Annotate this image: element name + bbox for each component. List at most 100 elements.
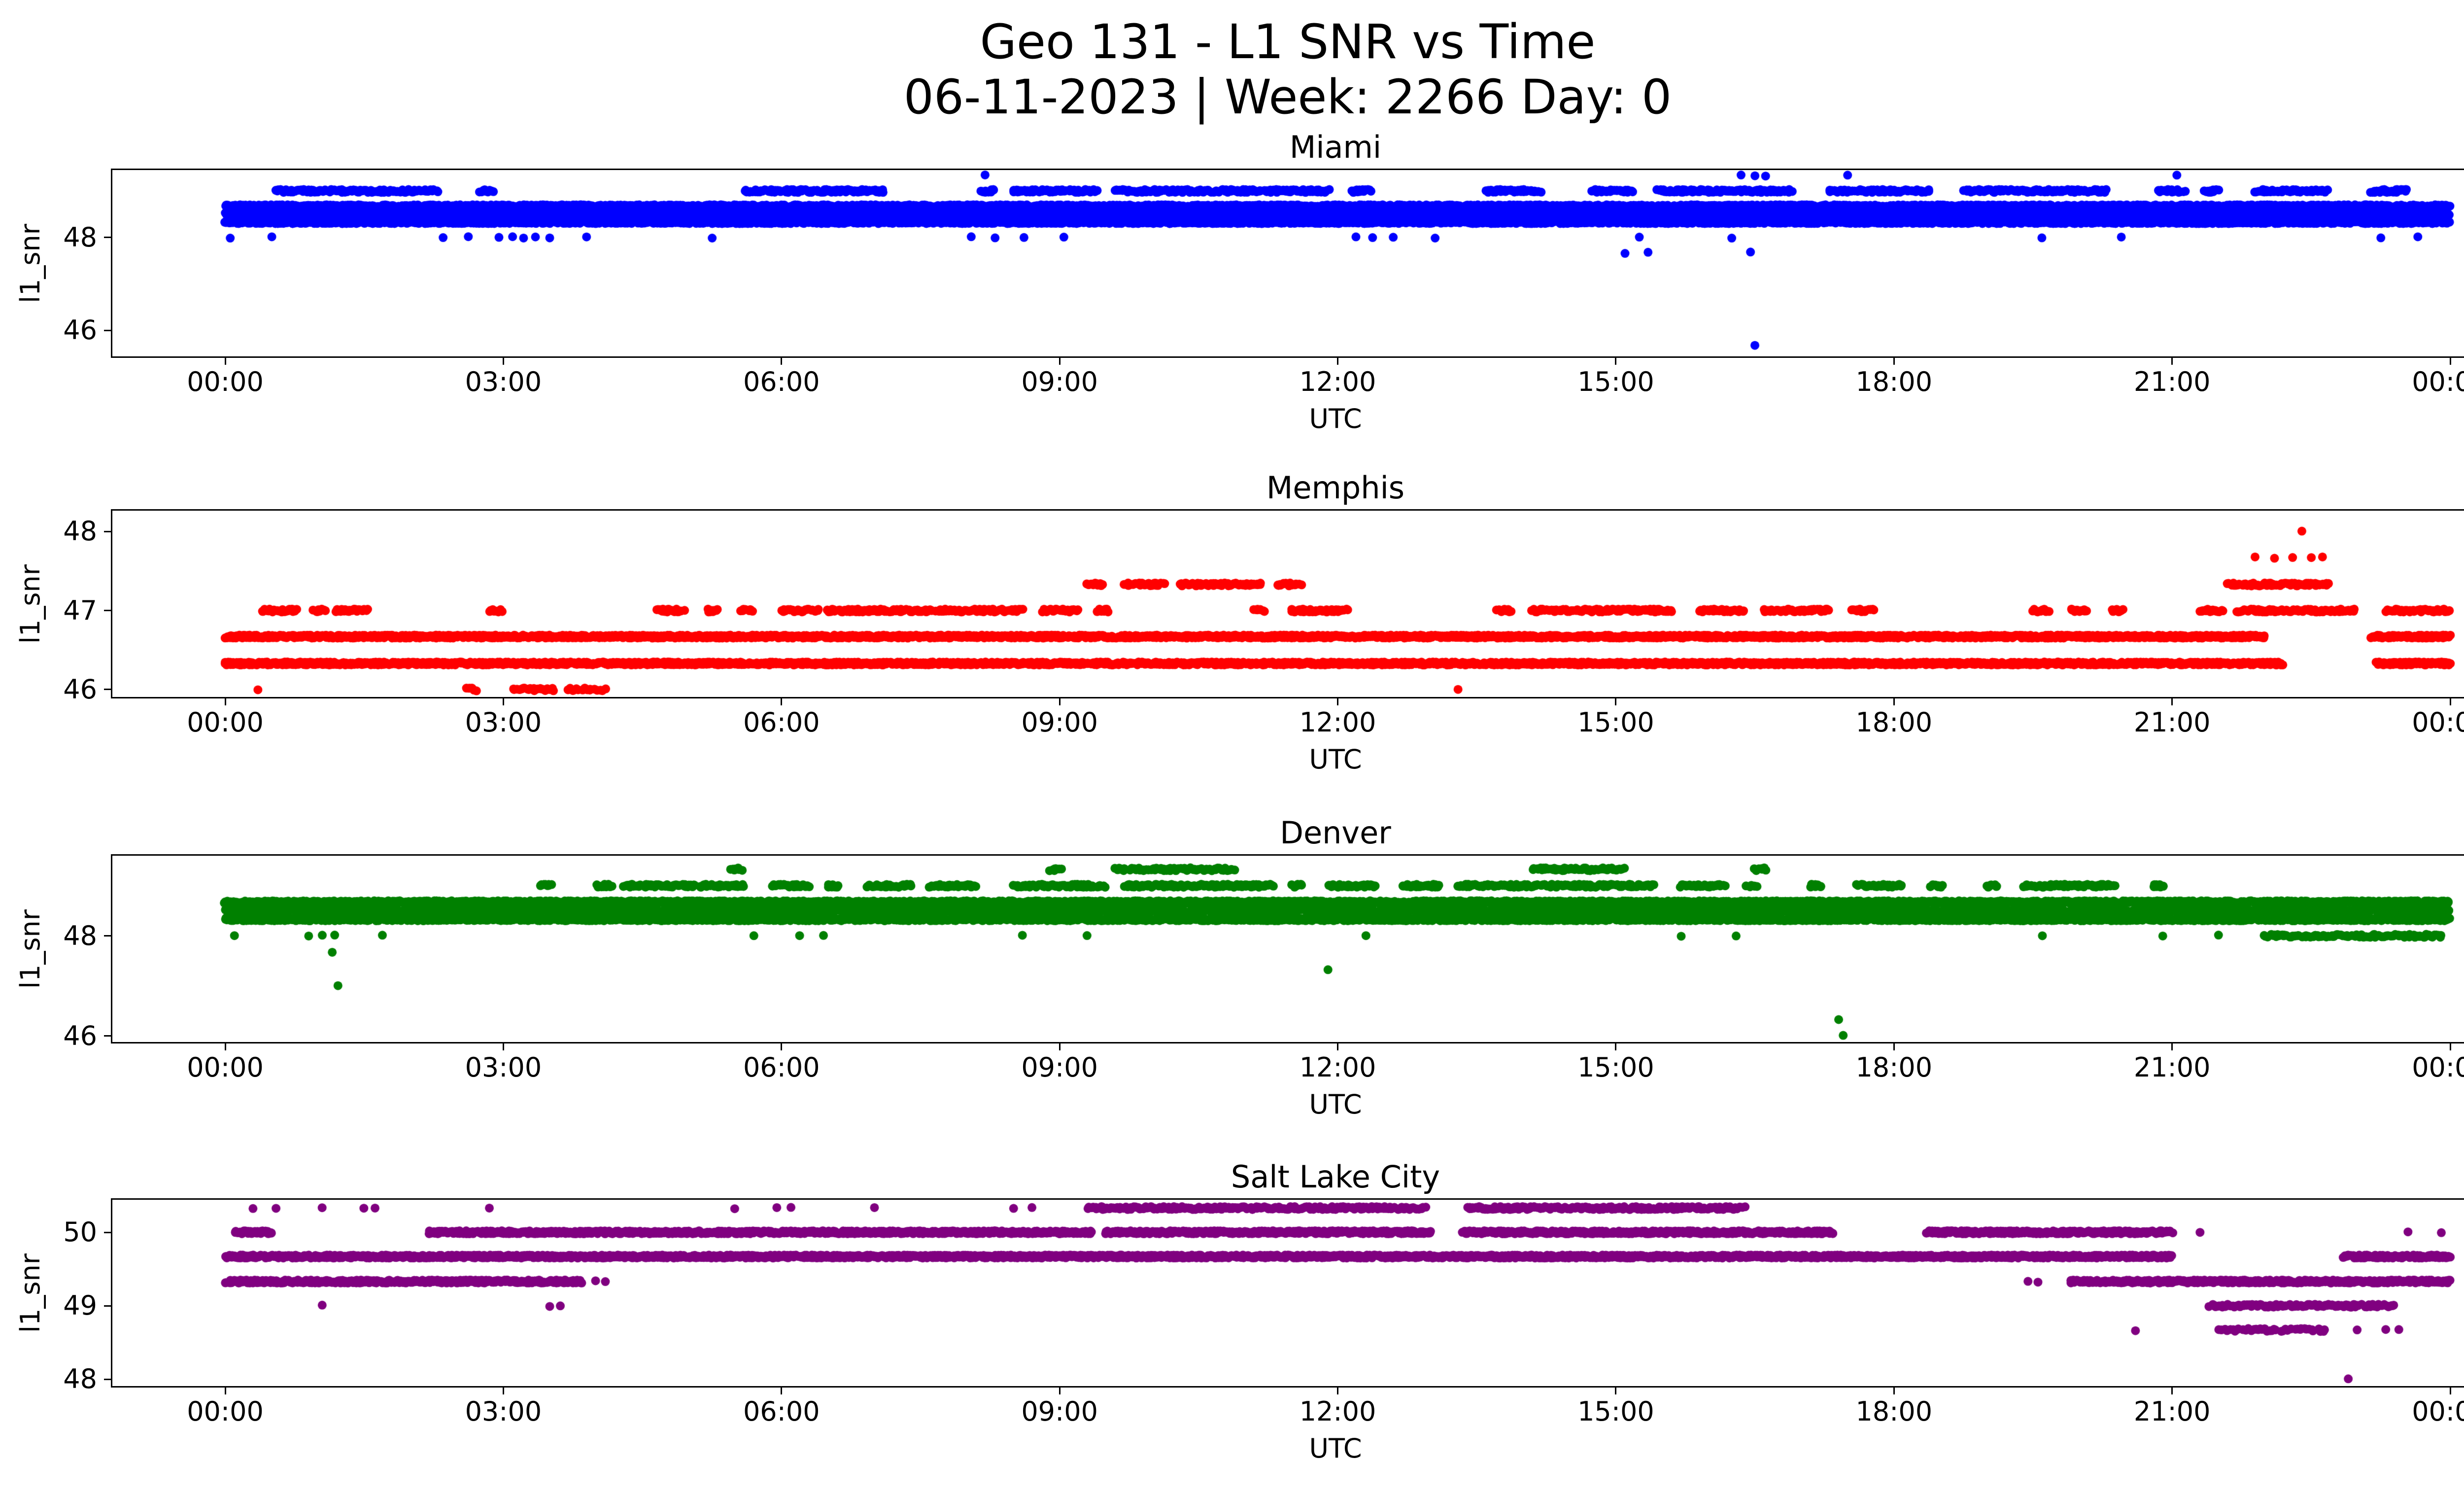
x-tick-mark <box>502 1388 504 1394</box>
x-tick-label: 06:00 <box>743 1396 820 1427</box>
x-tick-label: 18:00 <box>1855 707 1933 738</box>
x-tick-mark <box>502 698 504 705</box>
x-tick-label: 12:00 <box>1299 1396 1376 1427</box>
x-tick-label: 00:00 <box>187 1396 264 1427</box>
x-tick-label: 00:00 <box>2412 707 2464 738</box>
x-tick-mark <box>1337 698 1338 705</box>
x-tick-label: 18:00 <box>1855 366 1933 397</box>
x-tick-label: 09:00 <box>1021 1396 1098 1427</box>
x-tick-label: 21:00 <box>2133 1052 2211 1083</box>
x-tick-label: 18:00 <box>1855 1052 1933 1083</box>
x-tick-mark <box>1059 358 1061 365</box>
y-tick-mark <box>104 610 111 612</box>
x-tick-label: 00:00 <box>2412 1396 2464 1427</box>
scatter-canvas-miami <box>112 170 2464 357</box>
x-tick-label: 15:00 <box>1577 366 1654 397</box>
x-tick-label: 00:00 <box>2412 366 2464 397</box>
x-tick-mark <box>1893 358 1895 365</box>
x-tick-mark <box>1059 1388 1061 1394</box>
x-tick-label: 12:00 <box>1299 366 1376 397</box>
subplot-title-salt-lake-city: Salt Lake City <box>1231 1159 1440 1195</box>
subplot-title-denver: Denver <box>1280 815 1391 851</box>
x-tick-mark <box>224 1043 226 1050</box>
x-tick-label: 03:00 <box>465 366 542 397</box>
x-tick-mark <box>1337 1043 1338 1050</box>
x-tick-label: 21:00 <box>2133 707 2211 738</box>
x-tick-mark <box>781 358 783 365</box>
x-tick-mark <box>1615 698 1617 705</box>
x-tick-mark <box>1893 698 1895 705</box>
x-tick-mark <box>2449 358 2451 365</box>
y-tick-mark <box>104 1035 111 1037</box>
x-tick-label: 06:00 <box>743 1052 820 1083</box>
y-tick-label: 50 <box>63 1217 97 1248</box>
subplot-title-miami: Miami <box>1289 129 1382 165</box>
x-tick-mark <box>2171 1388 2173 1394</box>
x-tick-mark <box>2449 698 2451 705</box>
y-tick-label: 48 <box>63 1363 97 1395</box>
y-tick-mark <box>104 237 111 239</box>
x-tick-label: 09:00 <box>1021 707 1098 738</box>
x-tick-label: 06:00 <box>743 707 820 738</box>
x-tick-mark <box>2171 698 2173 705</box>
figure-title-line2: 06-11-2023 | Week: 2266 Day: 0 <box>903 70 1672 125</box>
subplot-title-memphis: Memphis <box>1266 470 1405 506</box>
x-axis-label: UTC <box>1309 403 1362 434</box>
y-tick-label: 46 <box>63 1020 97 1051</box>
x-tick-mark <box>224 1388 226 1394</box>
scatter-canvas-memphis <box>112 510 2464 697</box>
x-tick-label: 15:00 <box>1577 1396 1654 1427</box>
x-tick-mark <box>2449 1043 2451 1050</box>
y-tick-label: 48 <box>63 516 97 547</box>
x-tick-mark <box>1059 698 1061 705</box>
x-tick-label: 00:00 <box>187 366 264 397</box>
x-tick-mark <box>781 1043 783 1050</box>
y-tick-label: 46 <box>63 673 97 705</box>
x-tick-label: 03:00 <box>465 1396 542 1427</box>
x-tick-label: 09:00 <box>1021 1052 1098 1083</box>
x-tick-mark <box>224 358 226 365</box>
x-tick-label: 03:00 <box>465 707 542 738</box>
x-tick-mark <box>1893 1388 1895 1394</box>
y-tick-label: 46 <box>63 314 97 346</box>
x-tick-label: 00:00 <box>2412 1052 2464 1083</box>
x-axis-label: UTC <box>1309 1089 1362 1120</box>
x-tick-mark <box>224 698 226 705</box>
x-tick-mark <box>2171 358 2173 365</box>
x-tick-label: 21:00 <box>2133 366 2211 397</box>
scatter-canvas-denver <box>112 855 2464 1043</box>
x-tick-mark <box>502 1043 504 1050</box>
y-tick-label: 47 <box>63 594 97 626</box>
x-tick-label: 06:00 <box>743 366 820 397</box>
y-tick-mark <box>104 935 111 937</box>
scatter-canvas-salt-lake-city <box>112 1199 2464 1387</box>
x-tick-label: 12:00 <box>1299 707 1376 738</box>
x-tick-mark <box>1893 1043 1895 1050</box>
y-tick-label: 48 <box>63 920 97 951</box>
y-tick-mark <box>104 1305 111 1307</box>
x-tick-mark <box>781 1388 783 1394</box>
x-tick-label: 15:00 <box>1577 1052 1654 1083</box>
y-tick-mark <box>104 1378 111 1380</box>
x-tick-mark <box>1059 1043 1061 1050</box>
x-tick-mark <box>502 358 504 365</box>
x-tick-label: 21:00 <box>2133 1396 2211 1427</box>
x-tick-mark <box>2171 1043 2173 1050</box>
x-tick-mark <box>1615 1388 1617 1394</box>
x-tick-label: 03:00 <box>465 1052 542 1083</box>
x-tick-label: 09:00 <box>1021 366 1098 397</box>
x-axis-label: UTC <box>1309 1433 1362 1464</box>
x-tick-label: 00:00 <box>187 707 264 738</box>
x-tick-label: 15:00 <box>1577 707 1654 738</box>
y-tick-label: 48 <box>63 221 97 253</box>
figure-title-line1: Geo 131 - L1 SNR vs Time <box>980 14 1596 70</box>
x-tick-mark <box>1615 358 1617 365</box>
y-tick-mark <box>104 329 111 331</box>
y-tick-mark <box>104 1231 111 1233</box>
x-tick-label: 12:00 <box>1299 1052 1376 1083</box>
x-axis-label: UTC <box>1309 744 1362 775</box>
y-tick-label: 49 <box>63 1290 97 1321</box>
x-tick-mark <box>2449 1388 2451 1394</box>
x-tick-mark <box>1615 1043 1617 1050</box>
y-tick-mark <box>104 689 111 691</box>
